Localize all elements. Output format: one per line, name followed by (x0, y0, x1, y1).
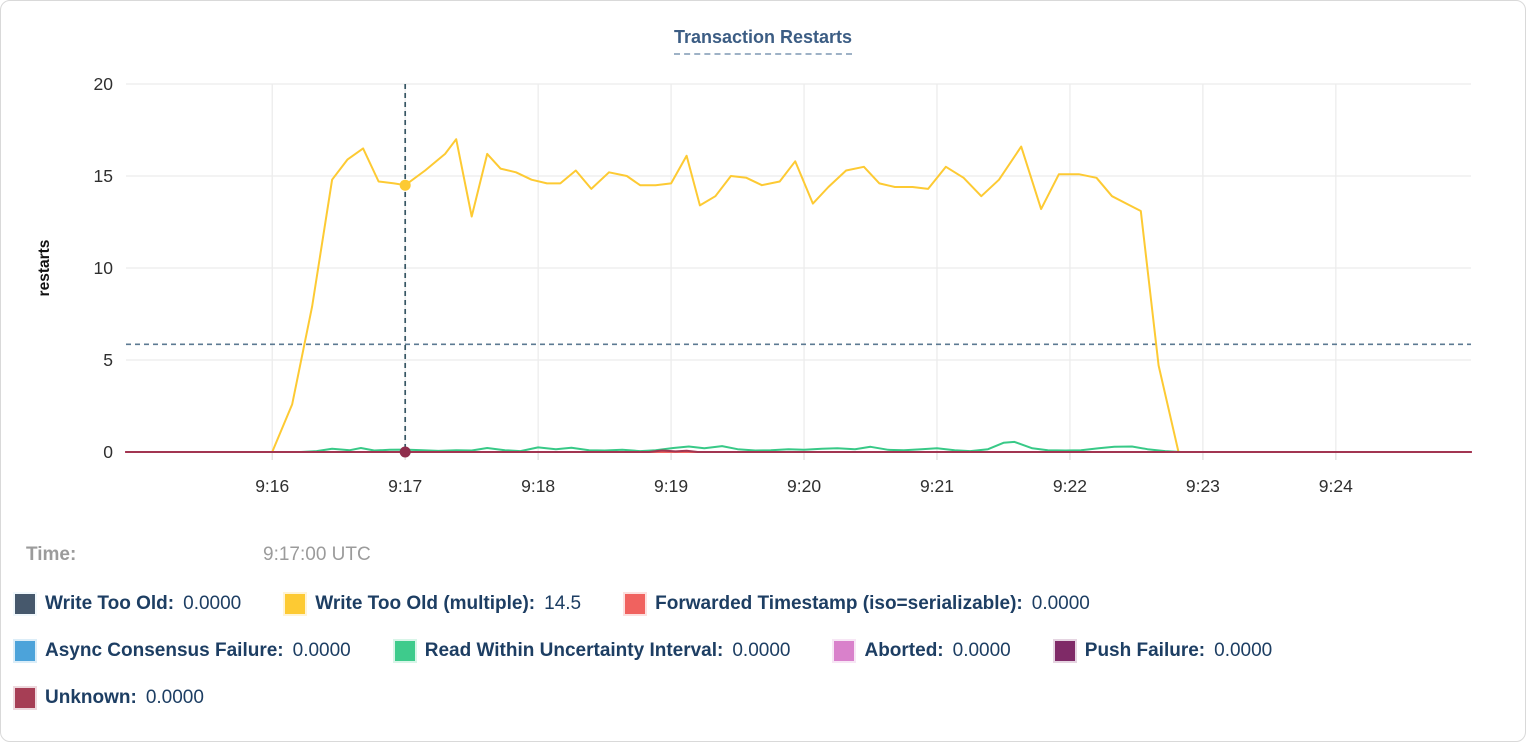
legend-item[interactable]: Aborted: 0.0000 (834, 640, 1011, 662)
time-label: Time: (26, 544, 77, 565)
legend-swatch-icon (394, 641, 415, 661)
legend-item[interactable]: Async Consensus Failure: 0.0000 (15, 640, 351, 662)
legend-swatch-icon (1054, 641, 1075, 661)
legend-row: Write Too Old: 0.0000 Write Too Old (multi… (15, 592, 1515, 616)
y-tick-label: 5 (103, 350, 113, 370)
series-line (300, 440, 1182, 453)
legend-row: Unknown: 0.0000 (15, 686, 1515, 710)
x-tick-label: 9:20 (787, 476, 821, 496)
hover-point-icon (399, 446, 411, 458)
legend-label: Push Failure: (1084, 640, 1206, 661)
legend-row: Async Consensus Failure: 0.0000 Read Withi… (15, 639, 1515, 663)
x-tick-label: 9:24 (1319, 476, 1353, 496)
series-line (271, 138, 1180, 453)
legend-label: Async Consensus Failure: (45, 640, 284, 661)
time-value: 9:17:00 UTC (263, 544, 371, 565)
x-tick-label: 9:17 (388, 476, 422, 496)
legend-label: Aborted: (864, 640, 944, 661)
x-tick-label: 9:22 (1053, 476, 1087, 496)
legend-swatch-icon (15, 594, 35, 614)
legend-value: 0.0000 (732, 640, 791, 661)
legend-swatch-icon (625, 594, 646, 614)
legend-item[interactable]: Push Failure: 0.0000 (1054, 640, 1273, 662)
legend-label: Read Within Uncertainty Interval: (424, 640, 724, 661)
legend-value: 0.0000 (1214, 640, 1273, 661)
y-tick-label: 20 (94, 74, 114, 94)
legend-swatch-icon (285, 594, 306, 614)
hover-point-icon (399, 179, 411, 191)
legend-item[interactable]: Unknown: 0.0000 (15, 687, 204, 709)
hover-time-row: Time: 9:17:00 UTC (26, 544, 1506, 568)
x-tick-label: 9:18 (521, 476, 555, 496)
legend-label: Write Too Old (multiple): (315, 593, 536, 614)
legend-value: 0.0000 (1031, 593, 1090, 614)
y-tick-label: 10 (94, 258, 114, 278)
legend-swatch-icon (834, 641, 855, 661)
legend-value: 0.0000 (292, 640, 351, 661)
x-tick-label: 9:19 (654, 476, 688, 496)
legend-label: Forwarded Timestamp (iso=serializable): (655, 593, 1023, 614)
y-tick-label: 0 (103, 442, 113, 462)
legend-swatch-icon (15, 688, 35, 708)
legend: Write Too Old: 0.0000 Write Too Old (multi… (15, 592, 1515, 733)
chart-header: Transaction Restarts (1, 27, 1525, 55)
y-axis-title: restarts (36, 240, 53, 297)
legend-value: 0.0000 (952, 640, 1011, 661)
x-tick-label: 9:16 (255, 476, 289, 496)
x-tick-label: 9:21 (920, 476, 954, 496)
chart-title[interactable]: Transaction Restarts (673, 27, 853, 55)
x-tick-label: 9:23 (1186, 476, 1220, 496)
legend-value: 0.0000 (183, 593, 242, 614)
legend-value: 14.5 (544, 593, 582, 614)
series-line (125, 449, 1472, 453)
legend-label: Unknown: (45, 687, 137, 708)
legend-value: 0.0000 (145, 687, 204, 708)
legend-label: Write Too Old: (45, 593, 175, 614)
legend-item[interactable]: Write Too Old (multiple): 14.5 (285, 593, 581, 615)
legend-swatch-icon (15, 641, 35, 661)
transaction-restarts-chart[interactable]: 0 5 10 15 20 9:16 9:17 9:18 9:19 9:20 9:21 9:22 9:23… (1, 1, 1526, 521)
legend-item[interactable]: Forwarded Timestamp (iso=serializable): 0… (625, 593, 1090, 615)
y-tick-label: 15 (94, 166, 113, 186)
legend-item[interactable]: Write Too Old: 0.0000 (15, 593, 241, 615)
legend-item[interactable]: Read Within Uncertainty Interval: 0.0000 (394, 640, 791, 662)
